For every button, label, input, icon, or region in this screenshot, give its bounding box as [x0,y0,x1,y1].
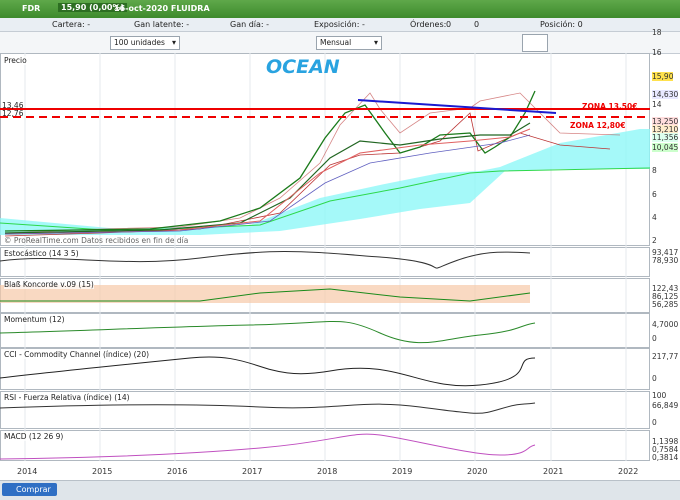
y-axis-label: 56,285 [652,300,679,309]
y-axis-label: 10,045 [652,143,679,152]
price-line [4,90,536,232]
x-axis-label: 2018 [317,467,338,476]
date-name: 16-oct-2020 FLUIDRA [114,4,210,13]
exposicion: Exposición: - [314,20,365,29]
x-axis-label: 2022 [618,467,639,476]
ichimoku-cloud [0,129,650,235]
annotation: OCEAN [266,56,340,78]
y-axis-label: 15,90 [652,72,674,81]
ordenes: Órdenes: [410,20,447,29]
y-axis-label: 4 [652,213,657,222]
y-axis-label: 14,630 [652,90,679,99]
y-axis-label: 6 [652,190,657,199]
zone-label: ZONA 13,50€ [582,102,638,111]
charts [0,53,651,461]
y-axis-label: 86,125 [652,292,679,301]
x-axis-label: 2016 [167,467,188,476]
y-axis-label: 0,7584 [652,445,679,454]
y-axis-label: 0,3814 [652,453,679,462]
period-select[interactable]: Mensual [316,36,382,50]
panel-title: CCI - Commodity Channel (índice) (20) [4,350,150,359]
buy-button[interactable]: Comprar [2,483,57,496]
y-axis-label: 0 [652,374,657,383]
gan-latente: Gan latente: - [134,20,190,29]
watermark: © ProRealTime.com Datos recibidos en fin… [4,236,189,245]
panel-title: Estocástico (14 3 5) [4,249,79,258]
moving-average [4,134,531,235]
ordenes-count[interactable]: 0 [446,20,452,29]
y-axis-label: 16 [652,48,662,57]
x-axis-label: 2015 [92,467,113,476]
y-axis-label: 4,7000 [652,320,679,329]
panel-title: RSI - Fuerza Relativa (índice) (14) [4,393,130,402]
ordenes-count[interactable]: 0 [474,20,480,29]
level-label: 12,76 [2,109,24,118]
y-axis-label: 78,930 [652,256,679,265]
x-axis-label: 2021 [543,467,564,476]
x-axis-label: 2017 [242,467,263,476]
moving-average [4,122,531,234]
y-axis-label: 13,250 [652,117,679,126]
trend-line [357,99,557,114]
cci-line [0,356,536,387]
y-axis-label: 8 [652,166,657,175]
momentum-line [0,321,536,344]
y-axis-label: 18 [652,28,662,37]
x-axis-label: 2019 [392,467,413,476]
y-axis-label: 122,43 [652,284,679,293]
rsi-line [0,402,536,414]
macd-line [0,433,536,460]
level-label: 13,46 [2,101,24,110]
quote: 15,90 (0,00%) [58,3,128,12]
y-axis-label: 0 [652,334,657,343]
y-axis-label: 1,1398 [652,437,679,446]
koncorde-line [0,288,531,302]
x-axis-label: 2020 [467,467,488,476]
y-axis-label: 11,356 [652,133,679,142]
info-bar [0,18,680,32]
y-axis-label: 100 [652,391,667,400]
x-axis-label: 2014 [17,467,38,476]
y-axis-label: 0 [652,418,657,427]
title-bar [0,0,680,18]
moving-average [4,128,531,235]
gan-dia: Gan día: - [230,20,270,29]
panel-title: MACD (12 26 9) [4,432,64,441]
panel-title: Momentum (12) [4,315,65,324]
cartera: Cartera: - [52,20,91,29]
stochastic-line [0,251,531,269]
zone-label: ZONA 12,80€ [570,121,626,130]
panel-title: Precio [4,56,27,65]
y-axis-label: 217,77 [652,352,679,361]
chart-type-button[interactable] [522,34,548,52]
posicion: Posición: 0 [540,20,583,29]
quantity-select[interactable]: 100 unidades [110,36,180,50]
y-axis-label: 93,417 [652,248,679,257]
y-axis-label: 13,210 [652,125,679,134]
koncorde-area [0,285,530,303]
panel-title: Blaß Koncorde v.09 (15) [4,280,94,289]
symbol[interactable]: FDR [22,4,41,13]
y-axis-label: 66,849 [652,401,679,410]
y-axis-label: 2 [652,236,657,245]
footer-bar [0,480,680,500]
y-axis-label: 14 [652,100,662,109]
